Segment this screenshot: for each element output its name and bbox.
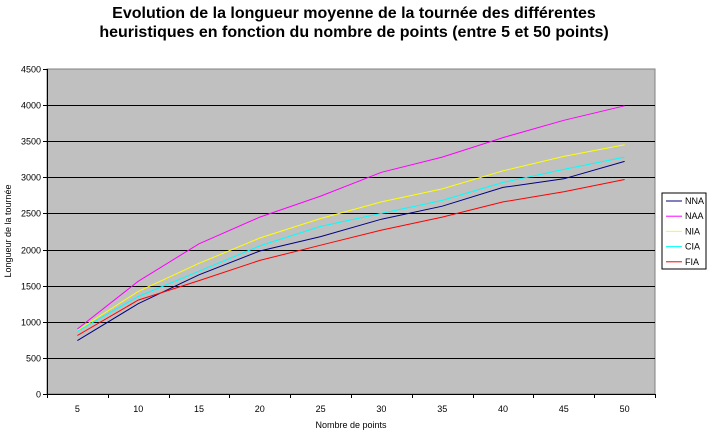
legend-label-naa: NAA: [685, 211, 704, 221]
x-tick-label: 45: [559, 404, 569, 414]
legend: NNA NAA NIA CIA FIA: [666, 196, 704, 267]
y-tick-labels: 0 500 1000 1500 2000 2500 3000 3500 4000 4500: [21, 65, 41, 400]
y-tick-label: 2500: [21, 209, 41, 219]
x-axis-label: Nombre de points: [315, 420, 387, 430]
y-tick-label: 1500: [21, 282, 41, 292]
y-tick-label: 4000: [21, 101, 41, 111]
legend-label-cia: CIA: [685, 242, 700, 252]
y-tick-label: 3500: [21, 137, 41, 147]
x-tick-label: 30: [376, 404, 386, 414]
x-tick-label: 35: [437, 404, 447, 414]
x-tick-label: 25: [316, 404, 326, 414]
plot-area: [46, 68, 656, 395]
y-tick-label: 0: [36, 390, 41, 400]
y-tick-label: 1000: [21, 318, 41, 328]
legend-label-nia: NIA: [685, 226, 700, 236]
series-line-cia: [77, 156, 625, 332]
x-tick-label: 15: [194, 404, 204, 414]
series-line-naa: [77, 105, 625, 330]
chart-title-line-1: Evolution de la longueur moyenne de la t…: [112, 5, 596, 22]
legend-label-nna: NNA: [685, 196, 704, 206]
series-line-nna: [77, 160, 625, 342]
y-tick-label: 4500: [21, 65, 41, 75]
x-tick-label: 40: [498, 404, 508, 414]
x-tick-label: 10: [133, 404, 143, 414]
y-tick-label: 3000: [21, 173, 41, 183]
x-tick-label: 5: [75, 404, 80, 414]
series-lines: [77, 105, 625, 342]
chart-title-line-2: heuristiques en fonction du nombre de po…: [99, 24, 608, 41]
series-line-fia: [77, 179, 625, 336]
axes: [43, 69, 656, 398]
y-tick-label: 2000: [21, 246, 41, 256]
legend-label-fia: FIA: [685, 257, 699, 267]
y-tick-label: 500: [26, 354, 41, 364]
x-tick-labels: 5 10 15 20 25 30 35 40 45 50: [75, 404, 630, 414]
x-tick-label: 20: [255, 404, 265, 414]
y-axis-label: Longueur de la tournée: [3, 184, 13, 277]
x-tick-label: 50: [620, 404, 630, 414]
series-line-nia: [77, 144, 625, 331]
